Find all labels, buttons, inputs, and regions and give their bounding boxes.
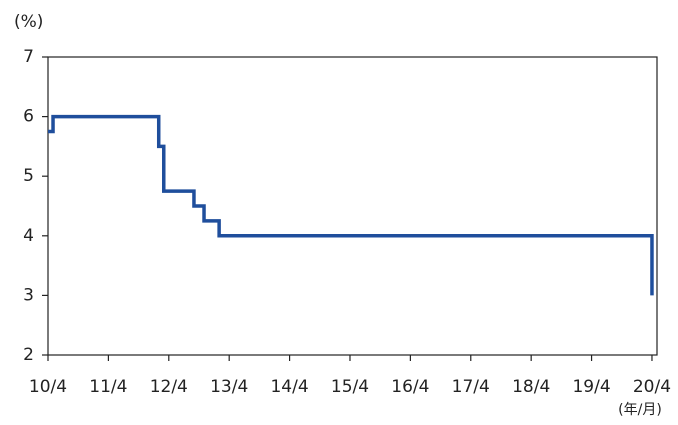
y-tick-label: 7 — [23, 47, 34, 67]
y-tick-label: 4 — [23, 226, 34, 246]
y-tick-label: 3 — [23, 285, 34, 305]
x-tick-label: 19/4 — [572, 377, 610, 397]
y-tick-label: 6 — [23, 107, 34, 127]
y-axis-label: (%) — [14, 12, 43, 32]
x-tick-label: 14/4 — [270, 377, 308, 397]
y-tick-label: 2 — [23, 345, 34, 365]
x-tick-label: 15/4 — [331, 377, 369, 397]
plot-frame — [47, 56, 658, 356]
x-axis-label: (年/月) — [618, 402, 662, 418]
x-tick-label: 17/4 — [452, 377, 490, 397]
x-tick-label: 18/4 — [512, 377, 550, 397]
x-tick-label: 13/4 — [210, 377, 248, 397]
x-tick-label: 20/4 — [633, 377, 671, 397]
x-tick-label: 11/4 — [89, 377, 127, 397]
x-tick-label: 10/4 — [29, 377, 67, 397]
x-tick-label: 16/4 — [391, 377, 429, 397]
step-line — [48, 114, 654, 296]
y-tick-label: 5 — [23, 166, 34, 186]
x-tick-label: 12/4 — [150, 377, 188, 397]
